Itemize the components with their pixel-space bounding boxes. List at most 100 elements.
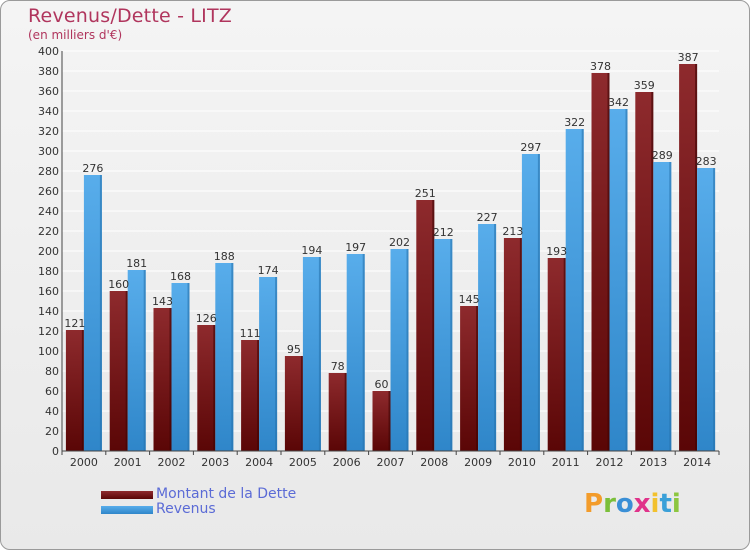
revenue-bar	[434, 239, 453, 451]
debt-bar	[416, 200, 435, 451]
debt-bar	[65, 330, 84, 451]
revenue-bar	[171, 283, 190, 451]
bar-edge-shade	[318, 257, 321, 451]
debt-value-label: 359	[634, 79, 655, 92]
revenue-bar	[521, 154, 540, 451]
y-tick-label: 160	[38, 285, 59, 298]
bar-edge-shade	[713, 168, 716, 451]
revenue-value-label: 202	[389, 236, 410, 249]
proxiti-logo: Proxiti	[584, 489, 681, 519]
bar-edge-shade	[450, 239, 453, 451]
debt-value-label: 145	[459, 293, 480, 306]
y-tick-label: 360	[38, 85, 59, 98]
debt-value-label: 193	[546, 245, 567, 258]
revenue-value-label: 194	[301, 244, 322, 257]
logo-letter: i	[671, 489, 681, 519]
y-tick-label: 280	[38, 165, 59, 178]
bar-edge-shade	[669, 162, 672, 451]
bar-edge-shade	[231, 263, 234, 451]
logo-letter: i	[650, 489, 660, 519]
y-tick-label: 240	[38, 205, 59, 218]
x-tick-label: 2000	[70, 456, 98, 469]
debt-value-label: 251	[415, 187, 436, 200]
bar-edge-shade	[125, 291, 128, 451]
debt-value-label: 95	[287, 343, 301, 356]
debt-value-label: 213	[502, 225, 523, 238]
chart-title: Revenus/Dette - LITZ	[28, 5, 233, 27]
x-tick-label: 2010	[508, 456, 536, 469]
bar-edge-shade	[563, 258, 566, 451]
revenue-bar	[83, 175, 102, 451]
logo-letter: o	[615, 489, 634, 519]
bar-edge-shade	[625, 109, 628, 451]
debt-bar	[109, 291, 128, 451]
bar-edge-shade	[213, 325, 216, 451]
revenue-bar	[565, 129, 584, 451]
debt-value-label: 160	[108, 278, 129, 291]
revenue-value-label: 276	[82, 162, 103, 175]
bar-edge-shade	[300, 356, 303, 451]
bar-edge-shade	[344, 373, 347, 451]
debt-value-label: 78	[331, 360, 345, 373]
debt-value-label: 143	[152, 295, 173, 308]
y-tick-label: 120	[38, 325, 59, 338]
bar-edge-shade	[476, 306, 479, 451]
y-tick-label: 100	[38, 345, 59, 358]
x-tick-label: 2013	[639, 456, 667, 469]
revenue-value-label: 342	[608, 96, 629, 109]
y-tick-label: 320	[38, 125, 59, 138]
debt-value-label: 126	[196, 312, 217, 325]
debt-bar	[547, 258, 566, 451]
debt-bar	[503, 238, 522, 451]
y-tick-label: 220	[38, 225, 59, 238]
bar-edge-shade	[494, 224, 497, 451]
y-tick-label: 20	[45, 425, 59, 438]
debt-bar	[153, 308, 172, 451]
bar-edge-shade	[581, 129, 584, 451]
bar-edge-shade	[81, 330, 84, 451]
x-tick-label: 2003	[201, 456, 229, 469]
y-tick-label: 140	[38, 305, 59, 318]
revenue-value-label: 227	[477, 211, 498, 224]
bar-edge-shade	[432, 200, 435, 451]
bar-edge-shade	[99, 175, 102, 451]
x-tick-label: 2011	[552, 456, 580, 469]
revenue-value-label: 174	[258, 264, 279, 277]
revenue-value-label: 283	[696, 155, 717, 168]
revenue-bar	[346, 254, 365, 451]
bar-edge-shade	[143, 270, 146, 451]
legend-swatch-revenue	[101, 506, 153, 514]
revenue-bar	[390, 249, 409, 451]
revenue-bar	[697, 168, 716, 451]
x-tick-label: 2012	[596, 456, 624, 469]
revenue-bar	[127, 270, 146, 451]
revenue-value-label: 212	[433, 226, 454, 239]
bar-edge-shade	[257, 340, 260, 451]
y-tick-label: 200	[38, 245, 59, 258]
y-tick-label: 80	[45, 365, 59, 378]
debt-bar	[284, 356, 303, 451]
x-tick-label: 2009	[464, 456, 492, 469]
y-tick-label: 380	[38, 65, 59, 78]
debt-value-label: 60	[375, 378, 389, 391]
bar-edge-shade	[695, 64, 698, 451]
y-tick-label: 60	[45, 385, 59, 398]
y-tick-label: 180	[38, 265, 59, 278]
revenue-bar	[653, 162, 672, 451]
debt-value-label: 387	[678, 51, 699, 64]
x-tick-label: 2001	[114, 456, 142, 469]
x-tick-label: 2008	[420, 456, 448, 469]
debt-bar	[241, 340, 260, 451]
debt-bar	[679, 64, 698, 451]
x-tick-label: 2014	[683, 456, 711, 469]
revenue-bar	[478, 224, 497, 451]
debt-value-label: 111	[240, 327, 261, 340]
revenue-value-label: 197	[345, 241, 366, 254]
bar-edge-shade	[406, 249, 409, 451]
debt-bar	[591, 73, 610, 451]
logo-letter: r	[603, 489, 616, 519]
bar-edge-shade	[169, 308, 172, 451]
debt-bar	[197, 325, 216, 451]
debt-bar	[372, 391, 391, 451]
